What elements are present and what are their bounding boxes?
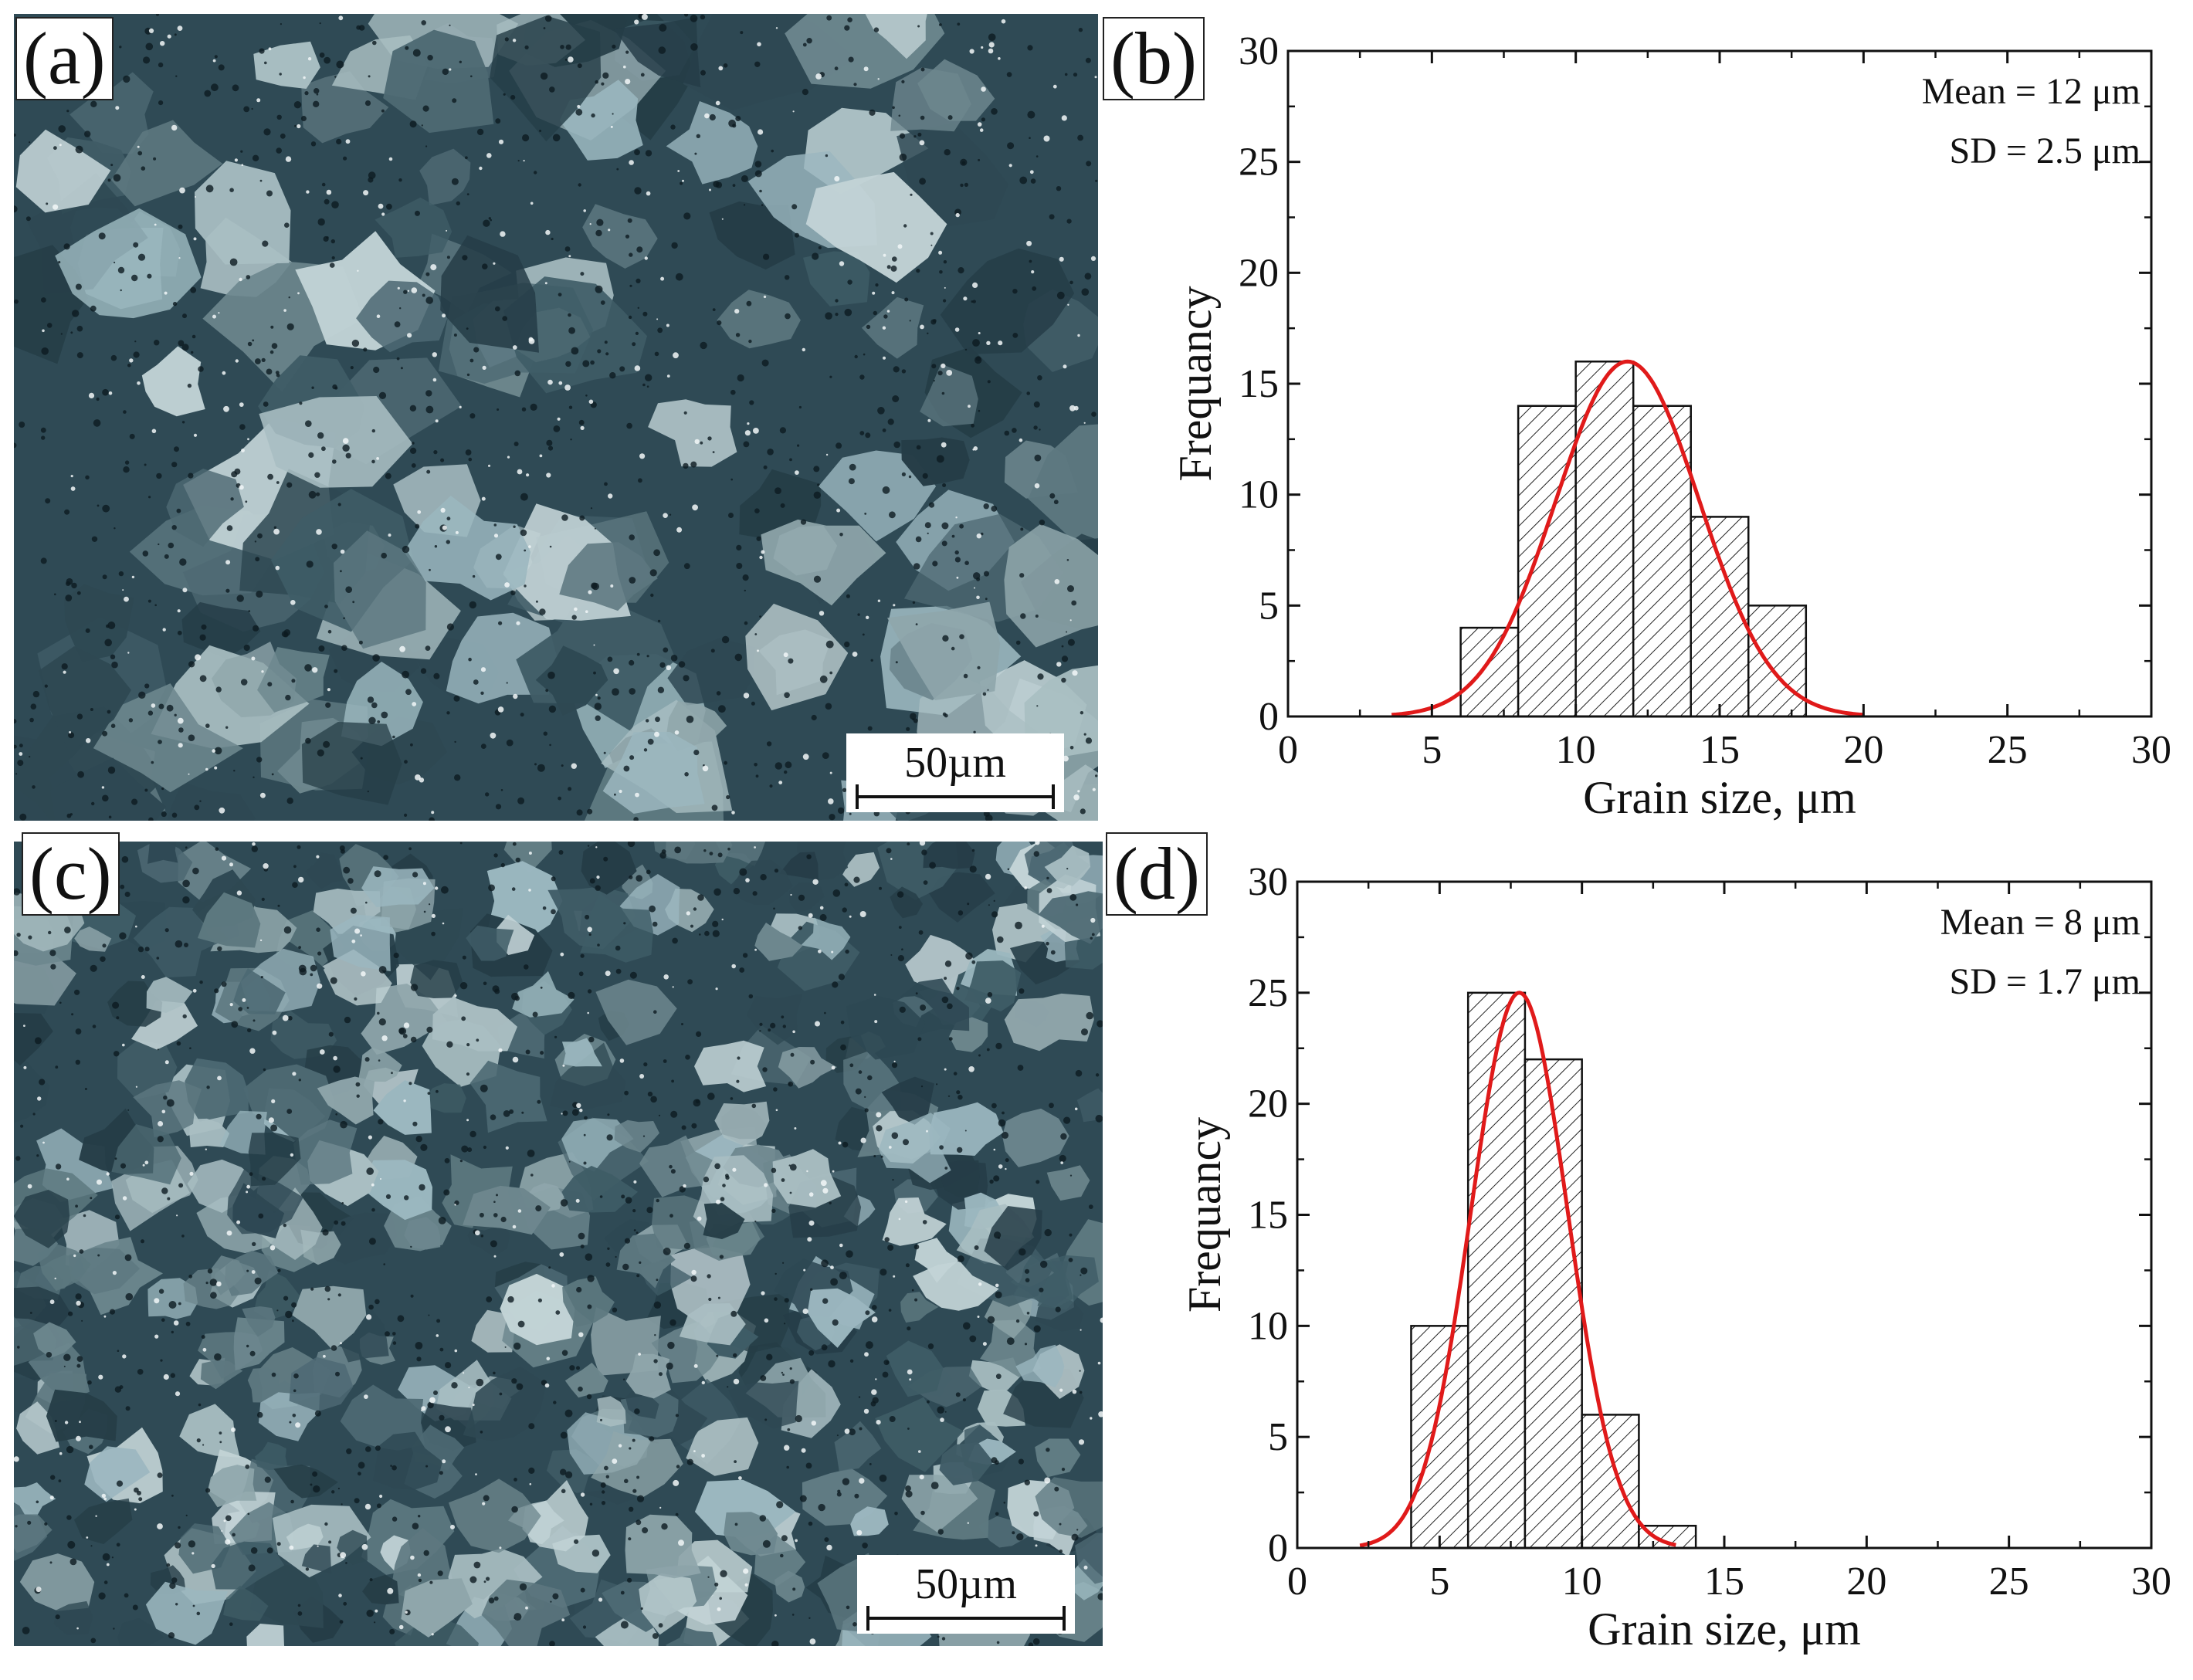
x-tick-label-d-5: 25 <box>1989 1560 2029 1604</box>
panel-label-a: (a) <box>15 17 114 100</box>
bar-b-2 <box>1574 361 1635 718</box>
bar-d-0 <box>1410 1325 1469 1550</box>
x-axis-label-b: Grain size, μm <box>1583 772 1856 823</box>
annotation-b-1: SD = 2.5 μm <box>1950 130 2141 171</box>
bar-d-1 <box>1466 991 1527 1550</box>
bar-d-3 <box>1581 1414 1640 1550</box>
bar-d-2 <box>1524 1058 1583 1550</box>
x-tick-label-b-2: 10 <box>1556 728 1596 772</box>
x-tick-label-b-0: 0 <box>1278 728 1298 772</box>
panel-label-d: (d) <box>1106 832 1208 916</box>
bar-b-4 <box>1690 516 1750 718</box>
x-tick-label-d-4: 20 <box>1846 1560 1886 1604</box>
y-axis-label-b: Frequancy <box>1170 286 1221 481</box>
y-tick-label-b-4: 20 <box>1239 251 1279 295</box>
scale-bar-line-a <box>856 784 1055 809</box>
scale-bar-label-c: 50µm <box>915 1560 1017 1608</box>
micrograph-c <box>14 842 1103 1646</box>
y-tick-label-d-3: 15 <box>1248 1194 1288 1238</box>
scale-bar-c: 50µm <box>857 1555 1075 1634</box>
histogram-b: 0 5 10 15 20 25 30 0 5 10 15 20 25 30 Grain size, μm Fr… <box>1112 0 2193 834</box>
bar-b-1 <box>1517 405 1577 718</box>
y-tick-label-d-2: 10 <box>1248 1304 1288 1348</box>
y-tick-label-b-6: 30 <box>1239 29 1279 73</box>
annotation-d-1: SD = 1.7 μm <box>1950 961 2141 1002</box>
y-tick-label-d-1: 5 <box>1268 1415 1288 1459</box>
y-tick-label-b-3: 15 <box>1239 362 1279 406</box>
x-tick-label-d-2: 10 <box>1562 1560 1602 1604</box>
scale-bar-line-c <box>866 1606 1066 1631</box>
bar-b-5 <box>1747 605 1808 718</box>
y-axis-label-d: Frequancy <box>1179 1117 1230 1312</box>
y-tick-label-d-6: 30 <box>1248 860 1288 904</box>
y-tick-label-b-5: 25 <box>1239 141 1279 185</box>
annotation-d-0: Mean = 8 μm <box>1940 902 2140 943</box>
x-tick-label-b-4: 20 <box>1843 728 1883 772</box>
panel-label-b: (b) <box>1103 17 1205 100</box>
y-tick-label-d-0: 0 <box>1268 1526 1288 1570</box>
histogram-d: 0 5 10 15 20 25 30 0 5 10 15 20 25 30 Grain size, μm Fr… <box>1112 834 2193 1676</box>
fit-curve-d <box>1359 991 1676 1548</box>
x-tick-label-d-3: 15 <box>1704 1560 1744 1604</box>
histogram-b-svg: 0 5 10 15 20 25 30 0 5 10 15 20 25 30 Grain size, μm Fr… <box>1170 29 2171 823</box>
y-tick-label-b-1: 5 <box>1259 584 1279 628</box>
x-tick-label-b-6: 30 <box>2131 728 2171 772</box>
x-tick-label-b-5: 25 <box>1988 728 2028 772</box>
micrograph-texture-a <box>14 14 1098 821</box>
x-tick-label-d-6: 30 <box>2131 1560 2171 1604</box>
x-tick-label-b-1: 5 <box>1422 728 1442 772</box>
y-tick-label-b-0: 0 <box>1259 695 1279 739</box>
x-tick-label-d-0: 0 <box>1287 1560 1307 1604</box>
annotation-b-0: Mean = 12 μm <box>1922 71 2140 112</box>
scale-bar-a: 50µm <box>846 733 1064 812</box>
y-tick-label-b-2: 10 <box>1239 473 1279 517</box>
x-tick-label-d-1: 5 <box>1429 1560 1449 1604</box>
y-tick-label-d-5: 25 <box>1248 971 1288 1015</box>
histogram-d-svg: 0 5 10 15 20 25 30 0 5 10 15 20 25 30 Grain size, μm Fr… <box>1179 860 2171 1655</box>
micrograph-a <box>14 14 1098 821</box>
x-axis-label-d: Grain size, μm <box>1588 1604 1861 1655</box>
scale-bar-label-a: 50µm <box>904 739 1006 787</box>
bar-b-0 <box>1459 626 1520 718</box>
y-tick-label-d-4: 20 <box>1248 1082 1288 1126</box>
x-tick-label-b-3: 15 <box>1700 728 1740 772</box>
micrograph-texture-c <box>14 842 1103 1646</box>
panel-label-c: (c) <box>22 832 120 916</box>
fit-curve-b <box>1391 359 1864 717</box>
